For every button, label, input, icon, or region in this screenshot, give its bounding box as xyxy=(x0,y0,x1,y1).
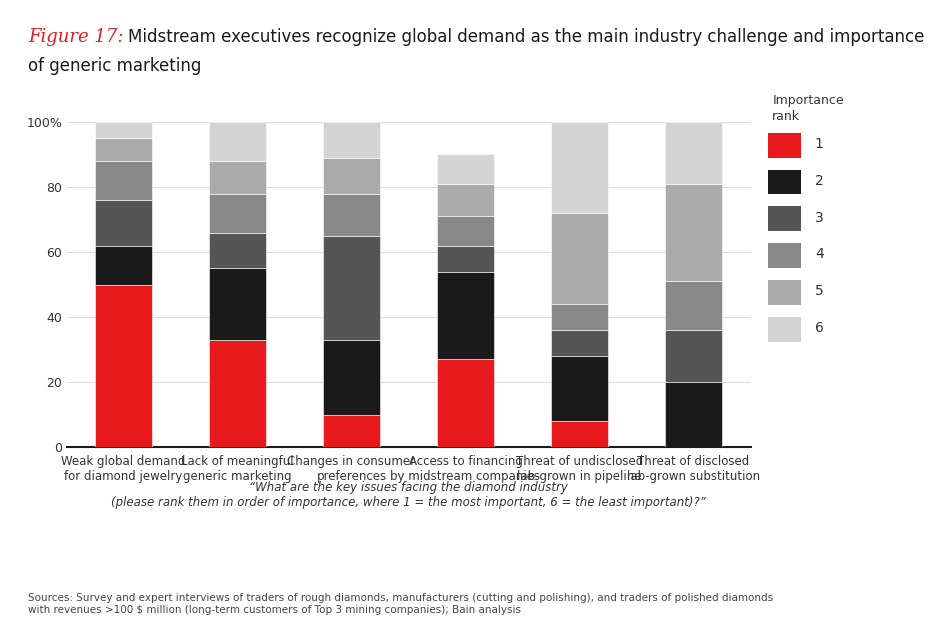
Text: Sources: Survey and expert interviews of traders of rough diamonds, manufacturer: Sources: Survey and expert interviews of… xyxy=(28,593,773,615)
Bar xyxy=(209,340,266,447)
Bar xyxy=(665,382,722,447)
Bar xyxy=(95,200,152,245)
Bar xyxy=(551,330,608,356)
Text: 4: 4 xyxy=(815,247,824,261)
Bar xyxy=(209,232,266,268)
Bar xyxy=(95,138,152,161)
Bar xyxy=(437,360,494,447)
Text: 1: 1 xyxy=(815,137,824,151)
Bar xyxy=(209,122,266,161)
Text: 5: 5 xyxy=(815,284,824,298)
Bar xyxy=(437,184,494,216)
Text: “What are the key issues facing the diamond industry
(please rank them in order : “What are the key issues facing the diam… xyxy=(111,481,706,509)
FancyBboxPatch shape xyxy=(768,317,801,342)
Bar xyxy=(437,271,494,360)
Bar xyxy=(323,236,380,340)
Bar xyxy=(551,213,608,304)
Text: Midstream executives recognize global demand as the main industry challenge and : Midstream executives recognize global de… xyxy=(128,28,924,46)
Bar xyxy=(209,194,266,232)
Text: 2: 2 xyxy=(815,174,824,188)
Bar xyxy=(95,122,152,138)
Bar xyxy=(209,161,266,194)
Text: Key issues facing the diamond industry (ranked in order of importance): Key issues facing the diamond industry (… xyxy=(127,75,690,89)
FancyBboxPatch shape xyxy=(768,170,801,194)
Bar xyxy=(209,268,266,340)
Bar xyxy=(551,356,608,421)
Bar xyxy=(437,245,494,271)
Bar xyxy=(437,216,494,245)
Bar xyxy=(323,340,380,415)
Bar xyxy=(323,194,380,236)
Text: 3: 3 xyxy=(815,211,824,225)
Bar xyxy=(323,415,380,447)
Bar xyxy=(665,184,722,281)
FancyBboxPatch shape xyxy=(768,243,801,268)
Bar xyxy=(95,284,152,447)
Bar xyxy=(323,122,380,158)
Bar xyxy=(437,155,494,184)
FancyBboxPatch shape xyxy=(768,206,801,231)
Bar xyxy=(323,158,380,194)
Text: 6: 6 xyxy=(815,321,824,335)
Bar xyxy=(665,122,722,184)
Bar xyxy=(551,421,608,447)
Bar xyxy=(95,245,152,284)
Bar xyxy=(95,161,152,200)
Bar xyxy=(665,281,722,330)
Text: Importance
rank: Importance rank xyxy=(772,94,844,124)
Text: of generic marketing: of generic marketing xyxy=(28,57,201,75)
Bar xyxy=(665,330,722,382)
FancyBboxPatch shape xyxy=(768,280,801,305)
Bar xyxy=(551,304,608,330)
Text: Figure 17:: Figure 17: xyxy=(28,28,130,46)
Bar xyxy=(551,122,608,213)
FancyBboxPatch shape xyxy=(768,133,801,158)
